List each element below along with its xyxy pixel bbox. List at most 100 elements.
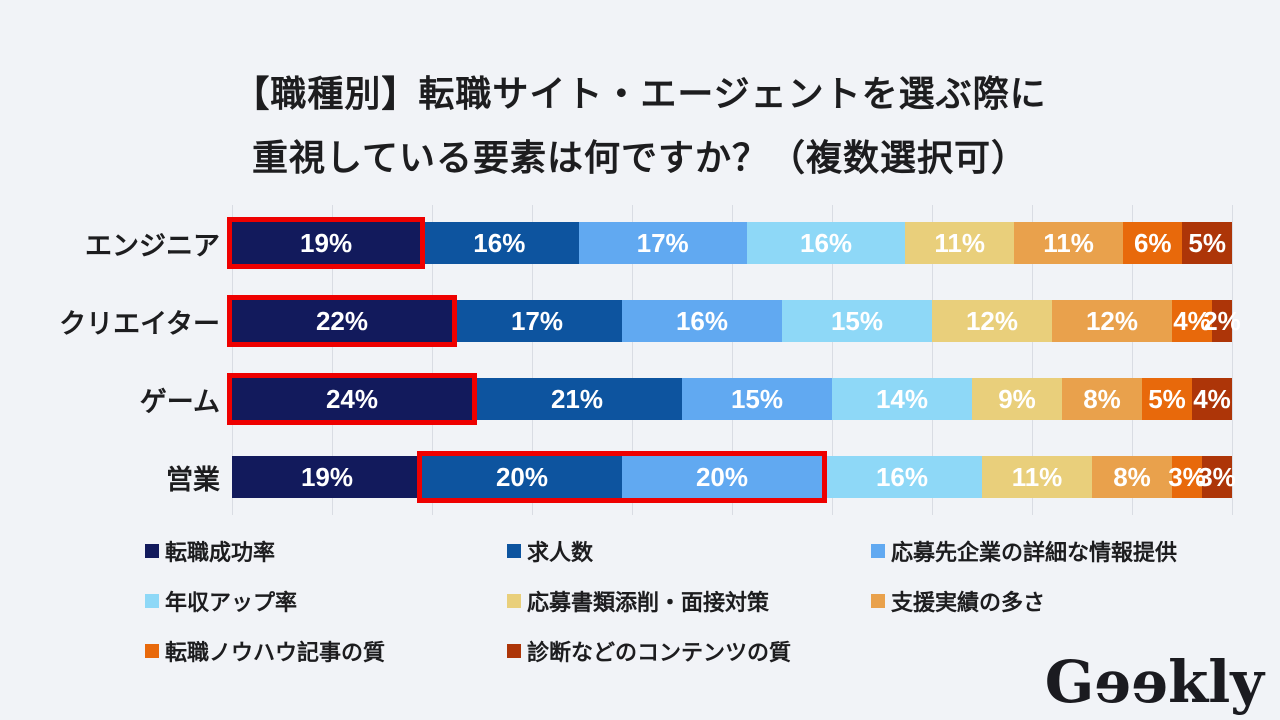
legend-label: 転職成功率 — [165, 540, 276, 565]
gridline — [832, 205, 833, 515]
legend-label: 応募書類添削・面接対策 — [527, 590, 770, 615]
segment-value-label: 19% — [300, 227, 353, 258]
chart-title-line2: 重視している要素は何ですか？（複数選択可） — [252, 137, 1028, 178]
segment-value-label: 8% — [1113, 461, 1151, 492]
bar-segment: 2% — [1203, 300, 1241, 342]
legend-item: 転職ノウハウ記事の質 — [145, 636, 507, 666]
segment-value-label: 17% — [636, 227, 689, 258]
segment-value-label: 11% — [1043, 227, 1094, 258]
segment-value-label: 11% — [1011, 461, 1063, 492]
gridline — [632, 205, 633, 515]
segment-value-label: 9% — [998, 383, 1036, 414]
gridline — [532, 205, 533, 515]
segment-value-label: 6% — [1133, 227, 1172, 258]
bar-segment: 16% — [420, 222, 579, 264]
bar-segment: 9% — [972, 378, 1062, 420]
logo-letter-g: G — [1044, 648, 1095, 717]
segment-value-label: 15% — [830, 305, 884, 336]
bar-segment: 3% — [1198, 456, 1236, 498]
gridline — [932, 205, 933, 515]
legend-swatch-icon — [507, 544, 521, 558]
legend-label: 診断などのコンテンツの質 — [527, 640, 792, 665]
bar-track: 19% 16% 17% 16% 11% 11% 6% 5% — [227, 217, 1232, 269]
chart-title-line1: 【職種別】転職サイト・エージェントを選ぶ際に — [233, 73, 1047, 114]
chart-title: 【職種別】転職サイト・エージェントを選ぶ際に 重視している要素は何ですか？（複数… — [0, 62, 1280, 190]
bar-track: 22% 17% 16% 15% 12% 12% 4% 2% — [227, 295, 1241, 347]
segment-value-label: 16% — [875, 461, 929, 492]
legend-swatch-icon — [871, 544, 885, 558]
bar-row: ゲーム 24% 21% 15% 14% 9% 8% 5% 4% — [40, 373, 1232, 425]
geekly-logo: Geekly — [1045, 648, 1264, 718]
legend: 転職成功率 求人数 応募先企業の詳細な情報提供 年収アップ率 応募書類添削・面接対策 支援… — [145, 536, 1240, 666]
bar-segment: 11% — [982, 456, 1092, 498]
segment-value-label: 5% — [1188, 227, 1226, 258]
bar-track: 24% 21% 15% 14% 9% 8% 5% 4% — [227, 373, 1232, 425]
bar-segment: 11% — [1014, 222, 1124, 264]
bar-segment: 19% — [232, 456, 422, 498]
bar-segment: 5% — [1142, 378, 1192, 420]
legend-swatch-icon — [507, 594, 521, 608]
bar-segment: 22% — [232, 300, 452, 342]
legend-label: 転職ノウハウ記事の質 — [165, 640, 386, 665]
segment-value-label: 3% — [1168, 461, 1206, 492]
bar-row: 営業 19% 20% 20% 16% 11% 8% 3% 3% — [40, 451, 1236, 503]
segment-value-label: 14% — [875, 383, 929, 414]
segment-value-label: 21% — [550, 383, 604, 414]
bar-segment: 4% — [1172, 300, 1212, 342]
gridline — [232, 205, 233, 515]
segment-value-label: 20% — [495, 461, 549, 492]
gridline — [1232, 205, 1233, 515]
gridline — [332, 205, 333, 515]
stacked-bar-chart: エンジニア 19% 16% 17% 16% 11% 11% 6% 5% クリエイター 22% 17% 1… — [40, 205, 1241, 515]
bar-segment: 16% — [746, 222, 906, 264]
bar-segment: 4% — [1192, 378, 1232, 420]
legend-label: 年収アップ率 — [165, 590, 298, 615]
logo-letters-kly: kly — [1168, 648, 1264, 717]
segment-value-label: 11% — [934, 227, 985, 258]
bar-segment: 12% — [932, 300, 1052, 342]
bar-row: エンジニア 19% 16% 17% 16% 11% 11% 6% 5% — [40, 217, 1232, 269]
segment-value-label: 16% — [675, 305, 729, 336]
bar-segment: 12% — [1052, 300, 1172, 342]
bar-segment: 16% — [822, 456, 982, 498]
segment-value-label: 19% — [300, 461, 354, 492]
segment-value-label: 22% — [315, 305, 369, 336]
segment-value-label: 24% — [325, 383, 379, 414]
bar-segment: 21% — [472, 378, 682, 420]
segment-value-label: 3% — [1198, 461, 1236, 492]
bar-segment: 14% — [832, 378, 972, 420]
segment-value-label: 17% — [510, 305, 564, 336]
bar-row: クリエイター 22% 17% 16% 15% 12% 12% 4% 2% — [40, 295, 1241, 347]
bar-segment: 6% — [1123, 222, 1183, 264]
bar-segment: 3% — [1168, 456, 1206, 498]
gridlines — [232, 205, 1233, 515]
gridline — [732, 205, 733, 515]
bar-segment: 20% — [422, 456, 622, 498]
legend-item: 応募先企業の詳細な情報提供 — [871, 536, 1240, 566]
bar-rows: エンジニア 19% 16% 17% 16% 11% 11% 6% 5% クリエイター 22% 17% 1… — [40, 217, 1241, 534]
gridline — [1132, 205, 1133, 515]
gridline — [432, 205, 433, 515]
legend-swatch-icon — [871, 594, 885, 608]
bar-segment: 5% — [1182, 222, 1232, 264]
legend-swatch-icon — [145, 544, 159, 558]
segment-value-label: 8% — [1083, 383, 1121, 414]
bar-segment: 11% — [905, 222, 1015, 264]
segment-value-label: 20% — [695, 461, 749, 492]
legend-label: 応募先企業の詳細な情報提供 — [891, 540, 1178, 565]
segment-value-label: 12% — [965, 305, 1019, 336]
legend-swatch-icon — [507, 644, 521, 658]
segment-value-label: 2% — [1203, 305, 1241, 336]
legend-item: 応募書類添削・面接対策 — [507, 586, 871, 616]
row-label: ゲーム — [139, 386, 220, 417]
row-label: 営業 — [166, 464, 220, 495]
segment-value-label: 15% — [730, 383, 784, 414]
bar-segment: 8% — [1092, 456, 1172, 498]
legend-label: 支援実績の多さ — [891, 590, 1046, 615]
gridline — [1032, 205, 1033, 515]
row-label: クリエイター — [59, 308, 220, 339]
segment-value-label: 12% — [1085, 305, 1139, 336]
logo-letters-ee: ee — [1094, 648, 1169, 717]
bar-segment: 15% — [682, 378, 832, 420]
